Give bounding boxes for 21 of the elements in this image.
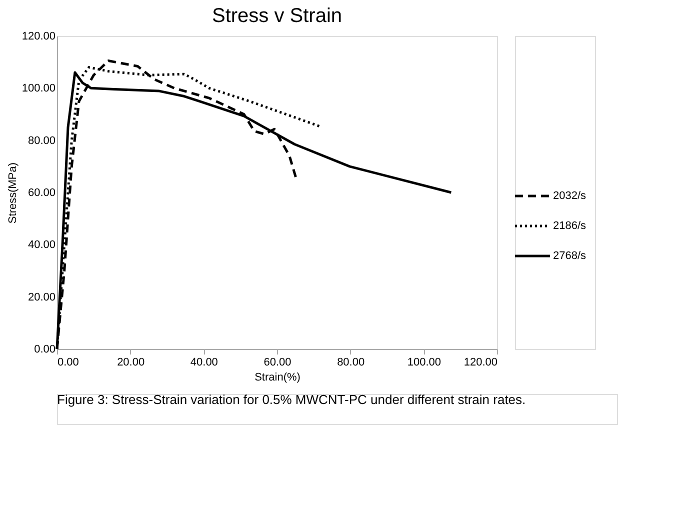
x-axis-title: Strain(%): [254, 372, 300, 384]
x-tick-label: 60.00: [264, 356, 292, 368]
legend-label: 2768/s: [553, 250, 587, 262]
x-tick-label: 120.00: [464, 356, 498, 368]
x-tick-label: 20.00: [117, 356, 145, 368]
y-tick-label: 20.00: [28, 291, 56, 304]
y-tick-label: 40.00: [28, 239, 56, 252]
legend-label: 2186/s: [553, 220, 587, 232]
x-tick-label: 100.00: [407, 356, 441, 368]
caption: Figure 3: Stress-Strain variation for 0.5% MWCNT-PC under different strain rates.: [57, 392, 526, 407]
y-tick-label: 60.00: [28, 187, 56, 199]
y-axis-title: Stress(MPa): [6, 162, 19, 224]
y-tick-label: 120.00: [22, 30, 56, 42]
y-tick-label: 0.00: [34, 344, 56, 356]
y-tick-label: 100.00: [22, 82, 56, 95]
x-tick-label: 80.00: [337, 356, 365, 368]
x-tick-label: 40.00: [190, 356, 218, 368]
legend-label: 2032/s: [553, 190, 587, 202]
y-tick-label: 80.00: [28, 134, 56, 147]
chart-title: Stress v Strain: [212, 5, 342, 27]
x-tick-label: 0.00: [58, 356, 79, 368]
